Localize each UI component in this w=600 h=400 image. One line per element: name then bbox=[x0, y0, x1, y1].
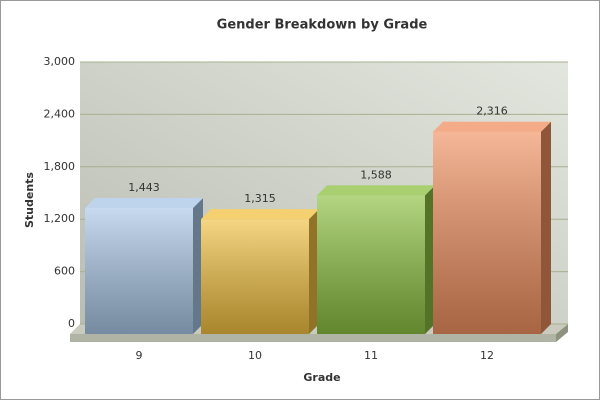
bar-top bbox=[317, 185, 435, 196]
bar-top-shade bbox=[317, 185, 435, 196]
x-tick-label: 10 bbox=[248, 349, 262, 362]
y-axis-label: Students bbox=[23, 172, 36, 228]
bar-side bbox=[541, 121, 551, 335]
bar-top bbox=[85, 197, 203, 208]
y-tick-label: 2,400 bbox=[44, 107, 76, 120]
bar-shade bbox=[433, 131, 541, 334]
bar-side-shade bbox=[541, 121, 551, 335]
bar-side bbox=[309, 209, 319, 334]
bar-top-shade bbox=[201, 209, 319, 220]
y-tick-label: 600 bbox=[54, 265, 75, 278]
bar-top-shade bbox=[85, 197, 203, 208]
bar-shade bbox=[201, 219, 309, 334]
bar-side-shade bbox=[193, 197, 203, 334]
bar-top-shade bbox=[433, 121, 551, 132]
x-tick-label: 9 bbox=[136, 349, 143, 362]
x-tick-label: 12 bbox=[480, 349, 494, 362]
value-label: 1,443 bbox=[128, 181, 160, 194]
x-tick-label: 11 bbox=[364, 349, 378, 362]
bar-shade bbox=[85, 207, 193, 334]
floor-side bbox=[556, 324, 568, 342]
bar-side bbox=[193, 197, 203, 334]
y-tick-label: 1,800 bbox=[44, 160, 76, 173]
value-label: 2,316 bbox=[476, 105, 508, 118]
value-label: 1,315 bbox=[244, 192, 276, 205]
chart-title: Gender Breakdown by Grade bbox=[217, 18, 428, 33]
value-label: 1,588 bbox=[360, 168, 392, 181]
bar-top bbox=[201, 209, 319, 220]
y-tick-label: 3,000 bbox=[44, 55, 76, 68]
bar-side-shade bbox=[425, 185, 435, 334]
bar-side-shade bbox=[309, 209, 319, 334]
bar-shade bbox=[317, 195, 425, 334]
y-tick-label: 0 bbox=[68, 317, 75, 330]
x-axis-label: Grade bbox=[303, 371, 340, 384]
bar-side bbox=[425, 185, 435, 334]
floor-front bbox=[70, 334, 556, 342]
y-tick-label: 1,200 bbox=[44, 212, 76, 225]
bar-top bbox=[433, 121, 551, 132]
